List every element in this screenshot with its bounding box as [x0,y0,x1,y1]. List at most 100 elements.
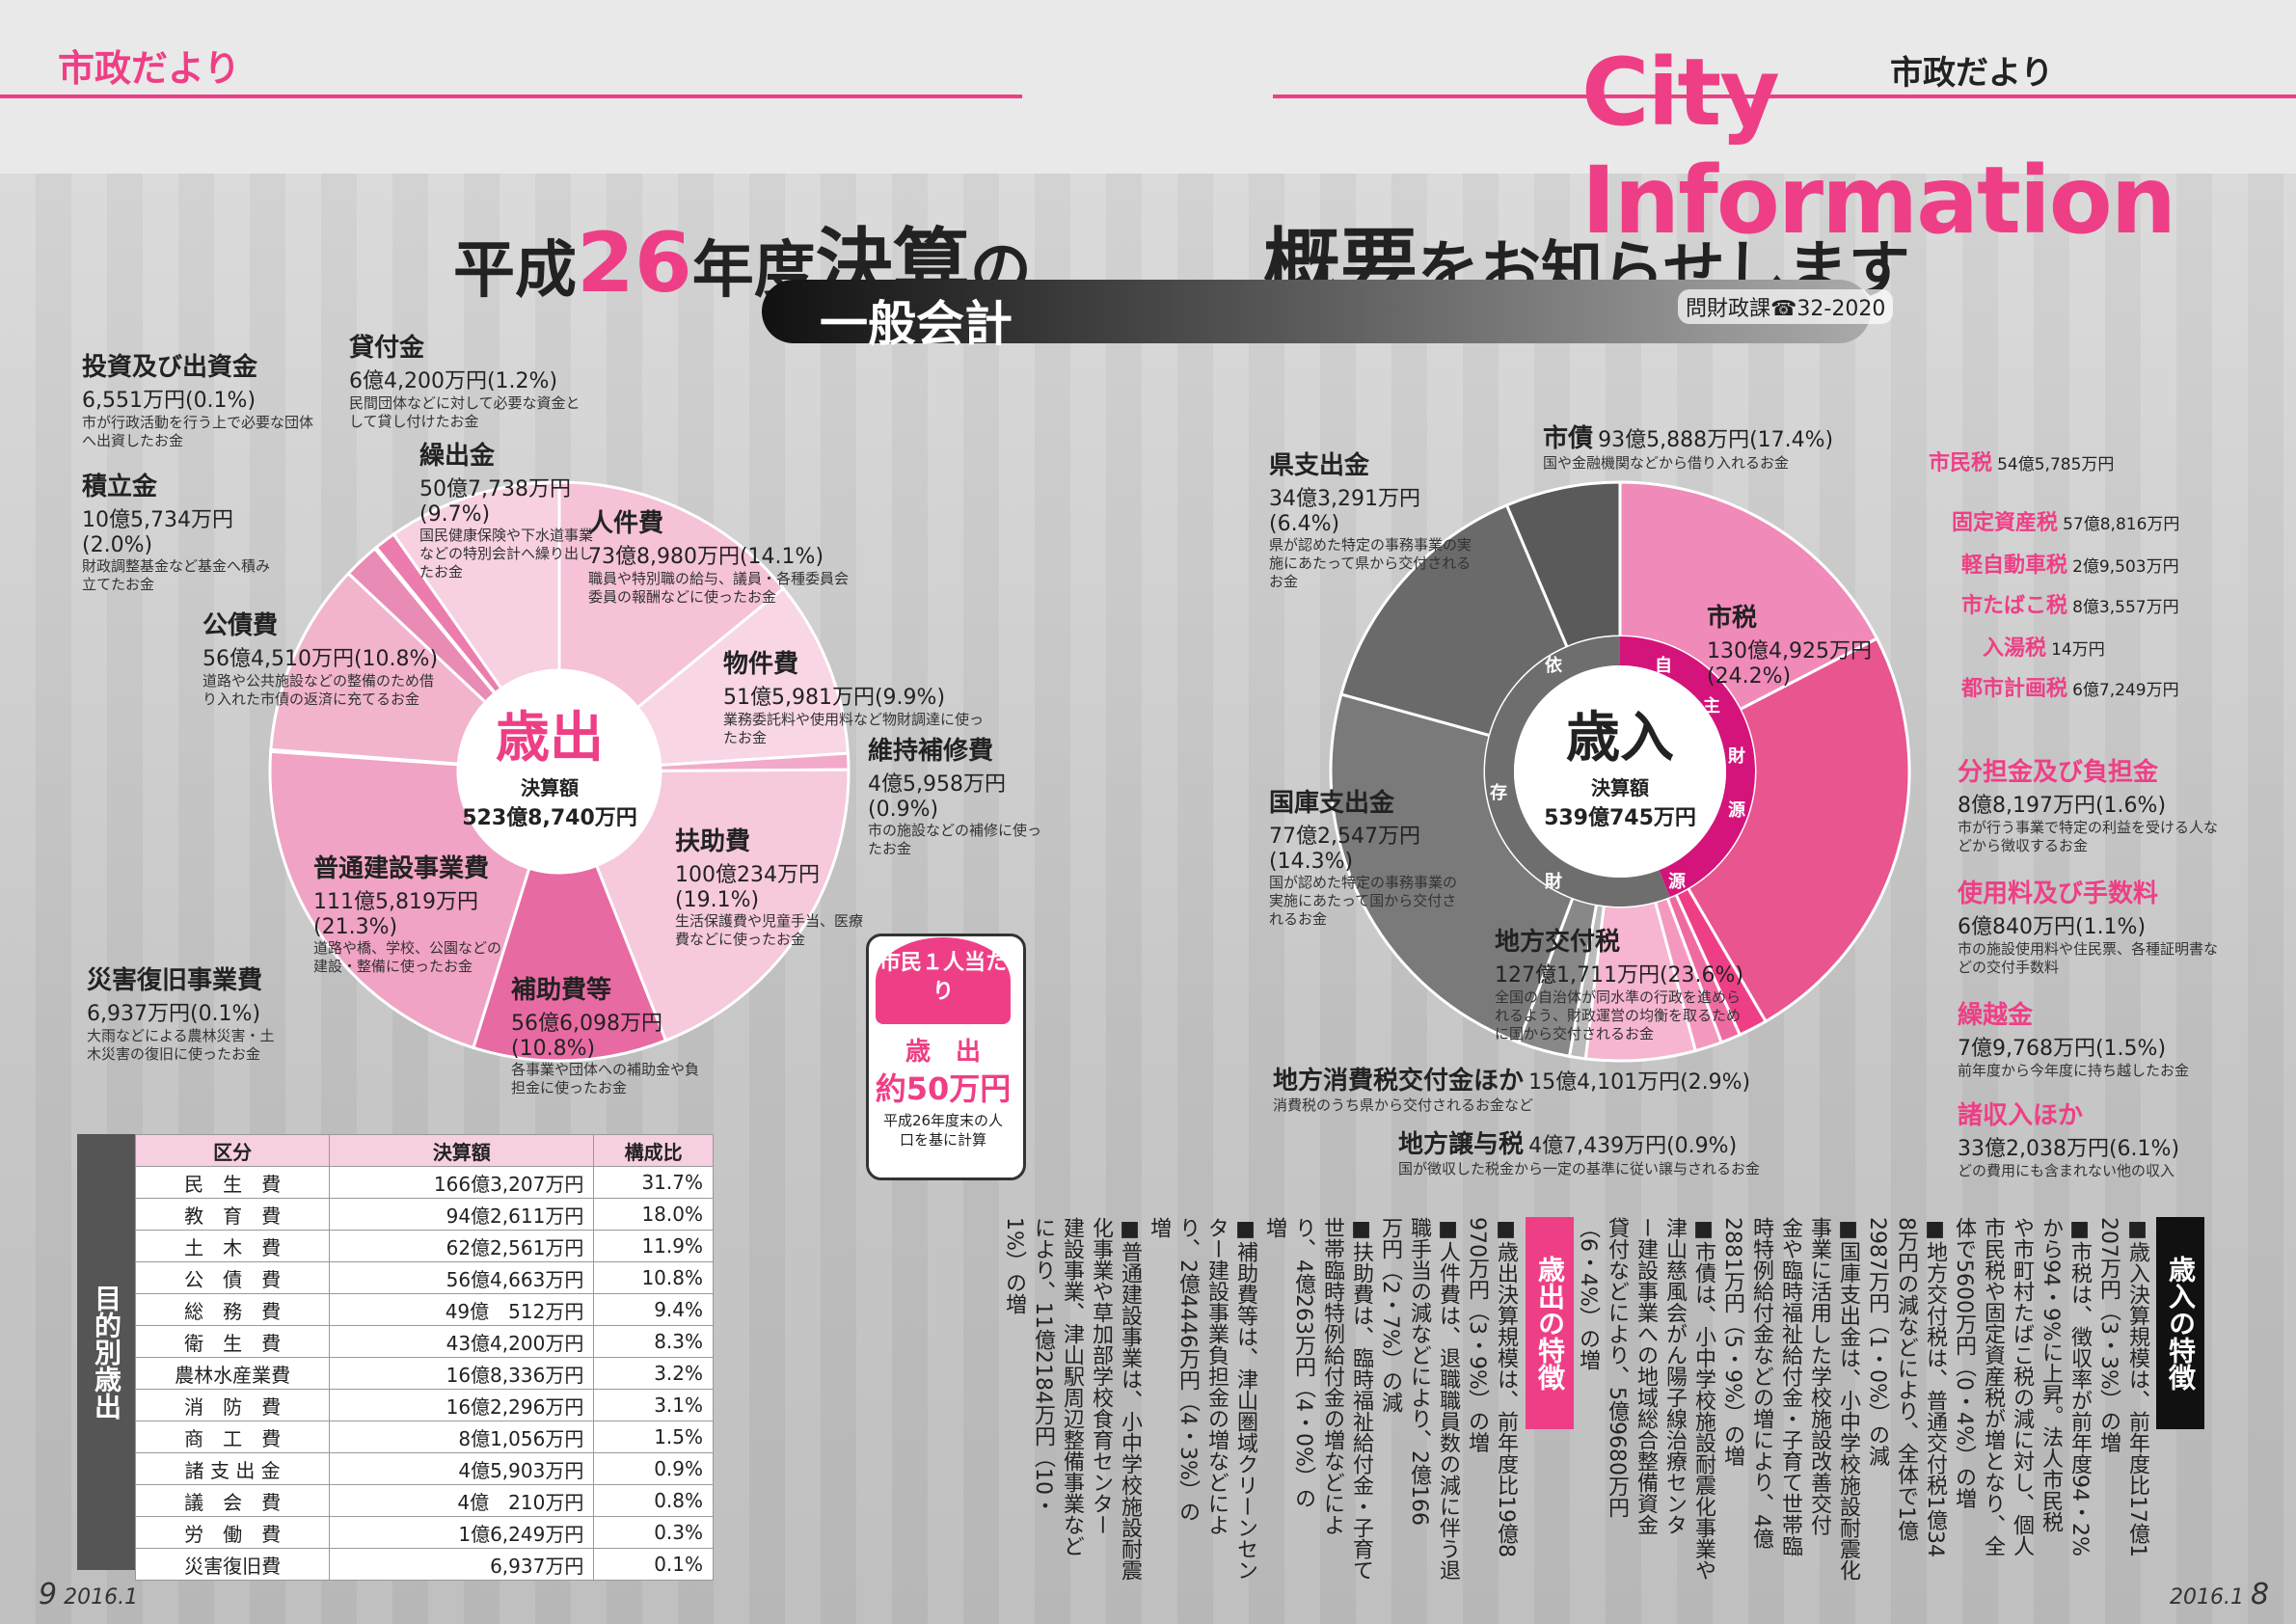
table-row: 災害復旧費 6,937万円 0.1% [134,1548,714,1581]
exp-label-construction: 普通建設事業費 111億5,819万円(21.3%) 道路や橋、学校、公園などの… [313,849,506,976]
exp-amount: 50億7,738万円(9.7%) [419,477,571,527]
exp-desc: 市の施設などの補修に使ったお金 [868,822,1042,857]
expenditure-pie-chart [268,480,851,1063]
table-row: 消 防 費 16億2,296万円 3.1% [134,1389,714,1421]
feature-text-column: ■市債は、小中学校施設耐震化事業や [1691,1217,1715,1581]
rev-label-transfer-tax: 地方譲与税 4億7,439万円(0.9%) 国が徴収した税金から一定の基準に従い… [1398,1124,1919,1178]
table-side-label: 目的別歳出 [77,1134,135,1570]
per-capita-label: 歳 出 [905,1038,981,1067]
page-number-left: 9 [39,1578,58,1611]
table-cell: 議 会 費 [134,1484,331,1517]
revenue-center-amount: 539億745万円 [1544,806,1696,830]
rev-label-misc: 諸収入ほか 33億2,038万円(6.1%) どの費用にも含まれない他の収入 [1958,1096,2228,1180]
table-row: 土 木 費 62億2,561万円 11.9% [134,1230,714,1262]
table-cell: 災害復旧費 [134,1548,331,1581]
exp-amount: 100億234万円(19.1%) [675,863,820,912]
tax-amount: 8億3,557万円 [2072,598,2179,617]
exp-desc: 業務委託料や使用料など物財調達に使ったお金 [723,711,985,746]
rev-label-carryover: 繰越金 7億9,768万円(1.5%) 前年度から今年度に持ち越したお金 [1958,995,2228,1080]
tax-amount: 57億8,816万円 [2063,515,2180,534]
per-capita-note: 平成26年度末の人口を基に計算 [882,1112,1004,1149]
tax-name: 市民税 [1929,451,1993,475]
feature-text-column: ■国庫支出金は、小中学校施設耐震化 [1836,1217,1860,1581]
tax-breakdown-3: 市たばこ税 8億3,557万円 [1961,588,2222,619]
table-cell: 43億4,200万円 [329,1325,595,1358]
rev-name: 市税 [1707,604,1758,633]
table-row: 教 育 費 94億2,611万円 18.0% [134,1198,714,1231]
rev-desc: 全国の自治体が同水準の行政を進められるよう、財政運営の均衡を取るために国から交付… [1495,988,1742,1042]
city-information-logo: City Information [1581,39,2176,255]
table-cell: 4億5,903万円 [329,1452,595,1485]
exp-label-loans: 貸付金 6億4,200万円(1.2%) 民間団体などに対して必要な資金として貸し… [349,328,590,431]
feature-text-column: ■市税は、徴収率が前年度94・2% [2067,1217,2092,1556]
table-cell: 0.8% [593,1484,714,1517]
feature-text-column: ■人件費は、退職職員数の減に伴う退 [1436,1217,1460,1581]
ring-left-0: 依 [1545,656,1562,676]
dependent-revenue-ring [1485,636,1670,907]
table-cell: 56億4,663万円 [329,1261,595,1294]
table-row: 商 工 費 8億1,056万円 1.5% [134,1421,714,1453]
table-cell: 民 生 費 [134,1166,331,1199]
rev-name: 県支出金 [1269,451,1370,480]
exp-label-debt: 公債費 56億4,510万円(10.8%) 道路や公共施設などの整備のため借り入… [203,606,444,709]
tax-breakdown-5: 都市計画税 6億7,249万円 [1961,671,2222,702]
tax-breakdown-2: 軽自動車税 2億9,503万円 [1961,548,2222,579]
page-number-right: 8 [2250,1578,2270,1611]
table-cell: 62億2,561万円 [329,1230,595,1262]
table-cell: 10.8% [593,1261,714,1294]
table-cell: 公 債 費 [134,1261,331,1294]
header-left-label: 市政だより [58,47,241,90]
exp-name: 投資及び出資金 [82,353,258,382]
exp-amount: 111億5,819万円(21.3%) [313,890,478,939]
ring-right-3: 源 [1728,800,1745,821]
tax-breakdown-1: 固定資産税 57億8,816万円 [1952,505,2212,536]
exp-name: 扶助費 [675,827,751,856]
feature-text-column: ター建設事業負担金の増などによ [1204,1217,1229,1535]
tax-name: 軽自動車税 [1961,554,2068,578]
exp-amount: 6,551万円(0.1%) [82,389,257,413]
table-cell: 土 木 費 [134,1230,331,1262]
exp-label-subsidies: 補助費等 56億6,098万円(10.8%) 各事業や団体への補助金や負担金に使… [511,970,704,1097]
expenditure-center-title: 歳出 [496,707,604,770]
ring-left-2: 財 [1545,872,1562,892]
exp-name: 繰出金 [419,442,496,471]
table-cell: 0.3% [593,1516,714,1549]
page-title-left: 平成26年度決算の [453,203,1032,314]
exp-label-welfare: 扶助費 100億234万円(19.1%) 生活保護費や児童手当、医療費などに使っ… [675,822,868,949]
title-year: 26 [577,215,692,311]
rev-name: 地方消費税交付金ほか [1273,1067,1525,1096]
table-cell: 総 務 費 [134,1293,331,1326]
exp-label-disaster: 災害復旧事業費 6,937万円(0.1%) 大雨などによる農林災害・土木災害の復… [87,961,280,1064]
feature-text-column: ■歳出決算規模は、前年度比19億8 [1494,1217,1518,1557]
rev-name: 繰越金 [1958,1001,2034,1030]
exp-label-transfers: 繰出金 50億7,738万円(9.7%) 国民健康保険や下水道事業などの特別会計… [419,436,593,582]
exp-amount: 6億4,200万円(1.2%) [349,369,558,393]
feature-text-column: ■補助費等は、津山圏域クリーンセン [1233,1217,1257,1581]
exp-amount: 51億5,981万円(9.9%) [723,686,946,710]
feature-text-column: り、4億263万円（4・0%）の [1291,1217,1315,1509]
title-part1: 平成 [453,235,577,307]
expenditure-center: 歳出 決算額 523億8,740万円 [453,694,646,831]
ring-right-2: 財 [1728,746,1745,767]
pie-slice [269,571,488,766]
rev-amount: 93億5,888万円(17.4%) [1598,428,1834,452]
table-cell: 教 育 費 [134,1198,331,1231]
rev-name: 市債 [1543,424,1594,453]
exp-label-reserves: 積立金 10億5,734万円(2.0%) 財政調整基金など基金へ積み立てたお金 [82,467,275,594]
exp-desc: 国民健康保険や下水道事業などの特別会計へ繰り出したお金 [419,527,594,581]
rev-amount: 33億2,038万円(6.1%) [1958,1137,2180,1161]
feature-text-column: ー建設事業への地域総合整備資金 [1634,1217,1658,1535]
feature-text-column: から94・9%に上昇。法人市民税 [2039,1217,2063,1532]
rev-desc: 消費税のうち県から交付されるお金など [1273,1096,1534,1114]
tax-name: 入湯税 [1983,636,2047,661]
tax-name: 固定資産税 [1952,511,2059,535]
exp-name: 公債費 [203,611,279,640]
table-row: 農林水産業費 16億8,336万円 3.2% [134,1357,714,1390]
feature-text-column: 金や臨時福祉給付金・子育て世帯臨 [1778,1217,1802,1556]
tax-amount: 54億5,785万円 [1997,455,2115,474]
table-cell: 3.1% [593,1389,714,1421]
table-cell: 8.3% [593,1325,714,1358]
feature-text-column: 事業に活用した学校施設改善交付 [1807,1217,1831,1535]
exp-name: 積立金 [82,473,158,501]
exp-amount: 6,937万円(0.1%) [87,1002,261,1026]
